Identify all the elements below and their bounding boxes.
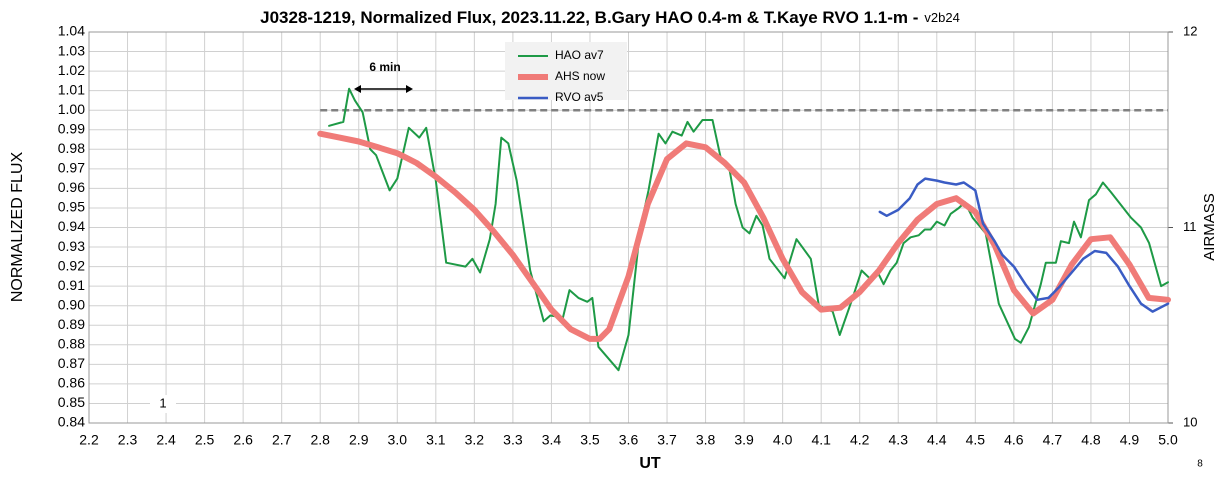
annotation: 6 min <box>369 60 400 74</box>
x-tick-label: 2.3 <box>118 432 138 448</box>
chart-title: J0328-1219, Normalized Flux, 2023.11.22,… <box>260 8 960 27</box>
x-tick-label: 4.8 <box>1081 432 1101 448</box>
series-line <box>328 87 1169 372</box>
legend: HAO av7 AHS now RVO av5 <box>505 42 627 104</box>
y-axis-label: NORMALIZED FLUX <box>9 152 26 303</box>
x-tick-label: 3.4 <box>542 432 562 448</box>
legend-label: HAO av7 <box>555 48 604 62</box>
y-tick-label: 0.87 <box>58 355 85 371</box>
y-tick-label: 0.91 <box>58 277 85 293</box>
annotation-arrow <box>354 85 413 93</box>
title-version: v2b24 <box>924 10 959 25</box>
x-tick-label: 4.1 <box>811 432 831 448</box>
y-tick-label: 0.85 <box>58 394 85 410</box>
arrow-head <box>354 85 361 93</box>
x-tick-label: 2.4 <box>156 432 176 448</box>
arrow-head <box>406 85 413 93</box>
y-tick-label: 0.92 <box>58 257 85 273</box>
y-tick-label: 0.96 <box>58 179 85 195</box>
x-tick-label: 4.9 <box>1120 432 1140 448</box>
legend-label: RVO av5 <box>555 90 604 104</box>
y-tick-label: 0.95 <box>58 199 85 215</box>
x-tick-label: 2.5 <box>195 432 215 448</box>
y2-tick-label: 12 <box>1183 23 1197 38</box>
x-tick-label: 4.4 <box>927 432 947 448</box>
annotation: 1 <box>159 395 166 410</box>
y2-axis-label: AIRMASS <box>1201 193 1218 261</box>
series-line <box>878 177 1170 313</box>
plot-frame <box>88 31 1169 424</box>
x-tick-label: 3.3 <box>503 432 523 448</box>
y-tick-label: 0.94 <box>58 218 85 234</box>
x-tick-label: 4.5 <box>966 432 986 448</box>
y2-tick-label: 10 <box>1183 414 1197 429</box>
y-tick-label: 0.97 <box>58 160 85 176</box>
y-tick-label: 1.01 <box>58 81 85 97</box>
x-tick-label: 4.0 <box>773 432 793 448</box>
x-tick-label: 2.7 <box>272 432 292 448</box>
annotation-bg <box>150 395 176 413</box>
y-tick-label: 0.89 <box>58 316 85 332</box>
y-tick-label: 1.03 <box>58 42 85 58</box>
x-tick-label: 3.2 <box>465 432 485 448</box>
annotation: 8 <box>1197 459 1203 470</box>
x-tick-label: 3.6 <box>619 432 639 448</box>
legend-box <box>505 42 627 100</box>
x-tick-label: 5.0 <box>1158 432 1178 448</box>
y-tick-label: 0.98 <box>58 140 85 156</box>
x-axis-label: UT <box>639 455 661 472</box>
x-tick-label: 2.6 <box>233 432 253 448</box>
x-tick-label: 4.3 <box>889 432 909 448</box>
series-line <box>317 130 1171 342</box>
x-tick-label: 3.9 <box>734 432 754 448</box>
y-tick-label: 0.90 <box>58 296 85 312</box>
y-tick-label: 0.93 <box>58 238 85 254</box>
y-tick-label: 1.00 <box>58 101 85 117</box>
title-main: J0328-1219, Normalized Flux, 2023.11.22,… <box>260 8 918 27</box>
y-tick-label: 0.88 <box>58 336 85 352</box>
x-tick-label: 3.8 <box>696 432 716 448</box>
x-tick-label: 2.2 <box>79 432 99 448</box>
x-tick-label: 4.6 <box>1004 432 1024 448</box>
x-tick-label: 3.0 <box>388 432 408 448</box>
x-tick-label: 3.7 <box>657 432 677 448</box>
x-tick-label: 4.7 <box>1043 432 1063 448</box>
legend-label: AHS now <box>555 69 605 83</box>
y-tick-label: 0.99 <box>58 120 85 136</box>
y-tick-label: 0.86 <box>58 375 85 391</box>
y2-tick-label: 11 <box>1183 219 1197 234</box>
y-tick-label: 0.84 <box>58 414 85 430</box>
x-tick-label: 2.8 <box>310 432 330 448</box>
y-tick-label: 1.02 <box>58 62 85 78</box>
y-tick-label: 1.04 <box>58 23 85 39</box>
x-tick-label: 4.2 <box>850 432 870 448</box>
x-tick-label: 2.9 <box>349 432 369 448</box>
x-tick-label: 3.1 <box>426 432 446 448</box>
x-tick-label: 3.5 <box>580 432 600 448</box>
